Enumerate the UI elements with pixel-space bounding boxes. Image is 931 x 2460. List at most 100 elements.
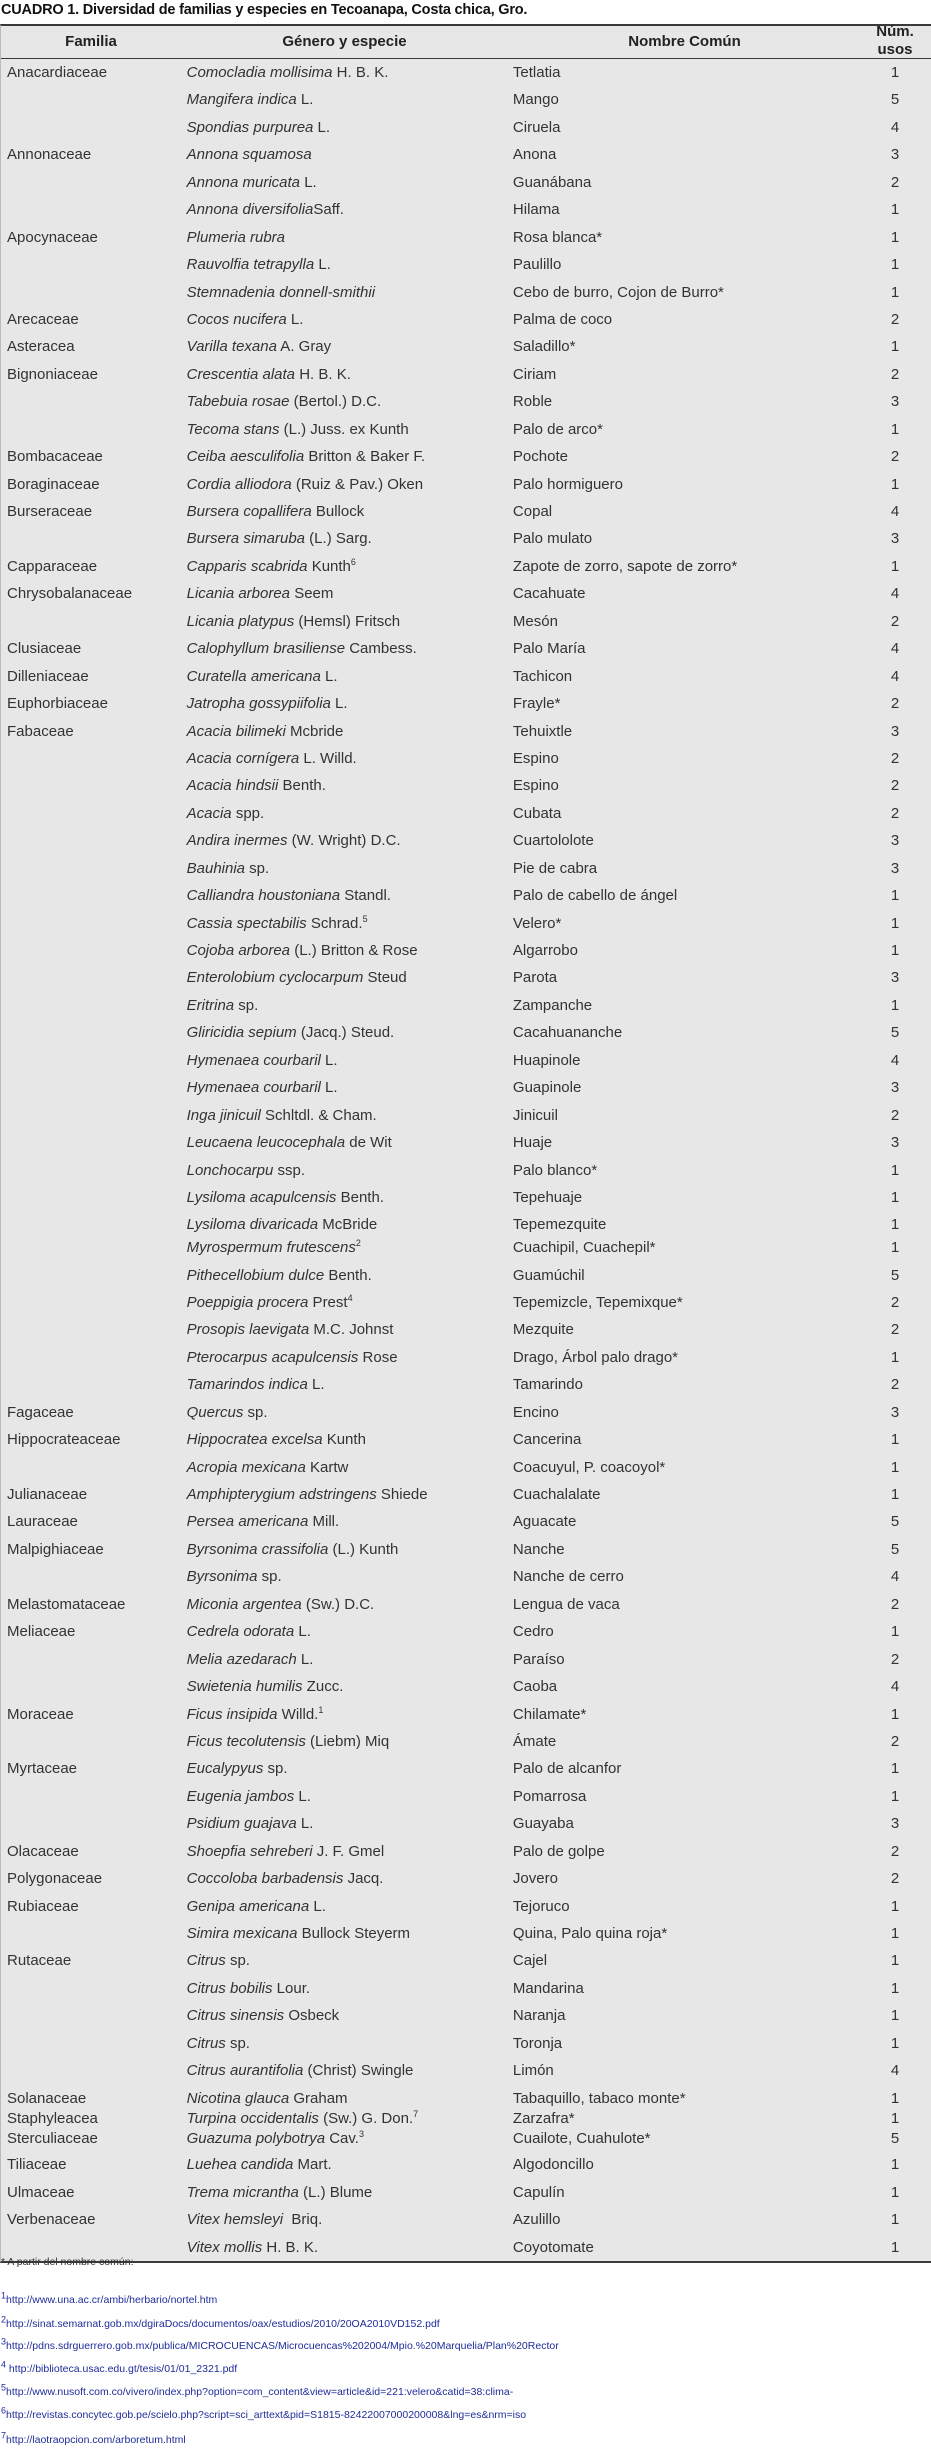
cell-familia: Sterculiaceae	[7, 2129, 98, 2147]
table-row: Tiliaceae Luehea candida Mart. Algodoncill…	[1, 2157, 931, 2184]
cell-usos: 2	[890, 1842, 900, 1860]
footnote-mark: 1	[1, 2290, 7, 2301]
cell-nombre: Ciriam	[512, 365, 557, 383]
species-name: Swietenia humilis	[186, 1678, 303, 1696]
footnote-link[interactable]: 7http://laotraopcion.com/arboretum.html	[1, 2431, 186, 2446]
species-author: Benth.	[278, 777, 326, 795]
table-row: Tecoma stans (L.) Juss. ex Kunth Palo de …	[1, 420, 931, 449]
cell-nombre: Guayaba	[512, 1815, 574, 1833]
species-author: L.	[296, 1650, 314, 1668]
cell-familia	[1, 175, 181, 202]
table-row: Solanaceae Nicotina glauca Graham Tabaquil…	[1, 2090, 931, 2111]
species-name: Pterocarpus acapulcensis	[186, 1348, 359, 1366]
cell-usos: 1	[890, 1486, 900, 1503]
cell-especie: Bursera simaruba (L.) Sarg.	[181, 531, 507, 558]
species-author: (Liebm) Miq	[305, 1732, 390, 1750]
cell-familia: Staphyleacea	[7, 2109, 98, 2127]
cell-familia	[1, 998, 181, 1025]
cell-especie: Quercus sp.	[181, 1404, 507, 1432]
table-row: Tamarindos indica L. Tamarindo 2	[1, 1377, 931, 1404]
cell-especie: Calliandra houstoniana Standl.	[181, 888, 507, 915]
table-row: Tabebuia rosae (Bertol.) D.C. Roble 3	[1, 394, 931, 421]
table-row: Spondias purpurea L. Ciruela 4	[1, 118, 931, 147]
header-familia: Familia	[65, 33, 117, 50]
species-name: Acropia mexicana	[186, 1458, 306, 1476]
cell-usos: 1	[890, 2007, 900, 2025]
cell-nombre: Palo hormiguero	[512, 475, 623, 493]
cell-nombre: Huapinole	[512, 1051, 581, 1069]
cell-especie: Crescentia alata H. B. K.	[181, 366, 507, 394]
species-author: spp.	[231, 804, 265, 822]
cell-familia: Boraginaceae	[7, 475, 100, 493]
cell-especie: Prosopis laevigata M.C. Johnst	[181, 1322, 507, 1349]
cell-nombre: Palo blanco*	[512, 1161, 598, 1179]
footnote-link[interactable]: 1http://www.una.ac.cr/ambi/herbario/nort…	[1, 2290, 217, 2306]
cell-usos: 1	[890, 2109, 900, 2127]
cell-usos: 1	[890, 1348, 900, 1366]
cell-usos: 1	[890, 1760, 900, 1778]
cell-usos: 1	[890, 914, 900, 932]
cell-familia	[1, 1734, 181, 1761]
cell-especie: Hippocratea excelsa Kunth	[181, 1432, 507, 1459]
species-author: Bullock	[311, 503, 365, 520]
cell-familia	[1, 751, 181, 778]
species-name: Cordia alliodora	[186, 475, 292, 493]
cell-nombre: Guapinole	[512, 1079, 582, 1097]
footnote-link[interactable]: 3http://pdns.sdrguerrero.gob.mx/publica/…	[1, 2337, 559, 2352]
cell-especie: Byrsonima sp.	[181, 1569, 507, 1596]
species-name: Persea americana	[186, 1513, 309, 1531]
table-row: Ficus tecolutensis (Liebm) Miq Ámate 2	[1, 1732, 931, 1761]
cell-especie: Genipa americana L.	[181, 1898, 507, 1926]
species-author: L.	[294, 1787, 311, 1805]
species-name: Tecoma stans	[186, 420, 280, 438]
cell-nombre: Parota	[512, 969, 558, 987]
cell-nombre: Guanábana	[512, 173, 592, 191]
cell-familia	[1, 2063, 181, 2090]
species-name: Capparis scabrida	[186, 557, 308, 575]
table-row: Myrtaceae Eucalypyus sp. Palo de alcanfor 1	[1, 1761, 931, 1788]
cell-familia	[1, 285, 181, 312]
species-author: Zucc.	[302, 1678, 344, 1696]
cell-nombre: Tetlatia	[512, 64, 561, 81]
species-name: Spondias purpurea	[186, 118, 314, 136]
species-author: Britton & Baker F.	[304, 448, 426, 466]
cell-usos: 4	[890, 118, 900, 136]
species-name: Eugenia jambos	[186, 1787, 295, 1805]
table-row: Citrus sinensis Osbeck Naranja 1	[1, 2008, 931, 2035]
cell-especie: Enterolobium cyclocarpum Steud	[181, 970, 507, 997]
cell-nombre: Nanche	[512, 1540, 565, 1558]
species-name: Eritrina	[186, 996, 235, 1014]
species-name: Miconia argentea	[186, 1595, 302, 1613]
cell-especie: Andira inermes (W. Wright) D.C.	[181, 833, 507, 860]
cell-familia	[1, 257, 181, 284]
cell-usos: 1	[890, 420, 900, 438]
table-row: Arecaceae Cocos nucifera L. Palma de coco 2	[1, 311, 931, 339]
cell-familia	[1, 1025, 181, 1052]
cell-usos: 1	[890, 2183, 900, 2201]
cell-nombre: Pochote	[512, 448, 568, 466]
cell-nombre: Jinicuil	[512, 1106, 558, 1124]
cell-especie: Tabebuia rosae (Bertol.) D.C.	[181, 394, 507, 421]
cell-especie: Acropia mexicana Kartw	[181, 1458, 507, 1487]
species-name: Ceiba aesculifolia	[186, 448, 305, 466]
footnote-link[interactable]: 4 http://biblioteca.usac.edu.gt/tesis/01…	[1, 2360, 237, 2375]
footnote-link[interactable]: 6http://revistas.concytec.gob.pe/scielo.…	[1, 2406, 526, 2421]
cell-usos: 2	[890, 612, 900, 630]
table-row: Chrysobalanaceae Licania arborea Seem Caca…	[1, 586, 931, 613]
species-name: Vitex mollis	[186, 2238, 263, 2256]
species-author: Lour.	[272, 1979, 311, 1997]
cell-especie: Acacia bilimeki Mcbride	[181, 723, 507, 751]
cell-familia: Julianaceae	[7, 1486, 88, 1503]
cell-especie: Turpina occidentalis (Sw.) G. Don.7	[181, 2109, 507, 2131]
species-author: Bullock Steyerm	[297, 1925, 411, 1942]
cell-familia	[1, 531, 181, 558]
footnote-link[interactable]: 5http://www.nusoft.com.co/vivero/index.p…	[1, 2383, 513, 2398]
cell-familia	[1, 1679, 181, 1706]
cell-usos: 1	[890, 1239, 900, 1257]
cell-especie: Eucalypyus sp.	[181, 1761, 507, 1788]
cell-familia	[1, 1652, 181, 1679]
cell-especie: Bauhinia sp.	[181, 860, 507, 888]
cell-usos: 1	[890, 1925, 900, 1942]
footnote-link[interactable]: 2http://sinat.semarnat.gob.mx/dgiraDocs/…	[1, 2315, 440, 2330]
cell-nombre: Paraíso	[512, 1650, 565, 1668]
